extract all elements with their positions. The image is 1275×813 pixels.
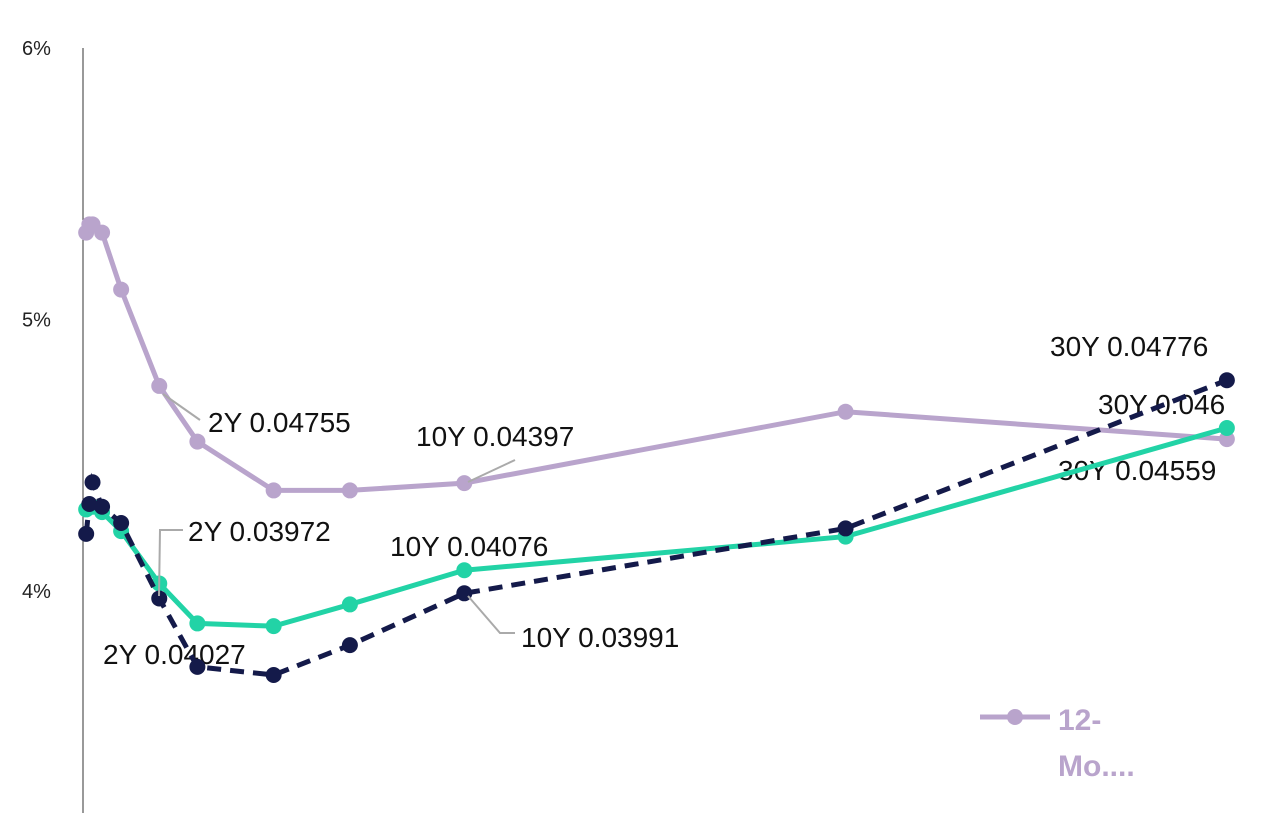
data-point [189,615,206,632]
data-label: 30Y 0.04776 [1050,331,1208,362]
data-point [341,637,358,654]
data-point [837,403,854,420]
leader-line [162,393,201,421]
data-point [113,281,130,298]
legend-label: 12-Mo.... [1058,704,1135,783]
leader-line [158,529,183,597]
data-point [94,224,111,241]
data-label: 10Y 0.03991 [521,622,679,653]
data-point [81,496,98,512]
leader-line [467,595,515,634]
y-tick-label: 6% [22,38,51,60]
data-point [1218,372,1235,389]
data-point [151,377,168,394]
data-label: 2Y 0.04027 [103,639,246,670]
data-label: 2Y 0.04755 [208,407,351,438]
y-tick-label: 4% [22,581,51,603]
data-point [113,515,130,531]
data-point [456,562,473,579]
data-point [456,475,473,492]
data-point [265,482,282,499]
data-point [151,590,168,607]
data-point [84,474,101,491]
data-point [189,433,206,450]
data-point [265,667,282,683]
data-label: 10Y 0.04397 [416,421,574,452]
data-point [837,520,854,537]
leader-line [467,459,516,483]
data-point [94,498,111,515]
data-point [265,618,282,635]
y-tick-label: 5% [22,309,51,331]
data-point [78,525,95,542]
legend-marker [1007,709,1023,725]
data-point [1218,420,1235,436]
data-label: 10Y 0.04076 [390,531,548,562]
data-point [189,658,206,675]
data-point [341,482,358,499]
data-point [1218,431,1235,448]
data-label: 2Y 0.03972 [188,516,331,547]
data-point [341,596,358,613]
